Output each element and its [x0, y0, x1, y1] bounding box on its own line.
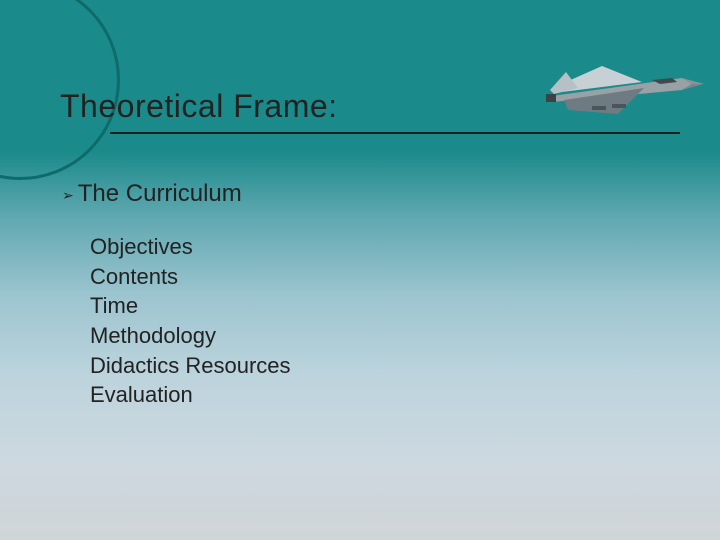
jet-graphic-icon [532, 56, 712, 126]
title-underline [110, 132, 680, 134]
bullet-arrow-icon: ➢ [62, 188, 74, 202]
sublist-item: Objectives [90, 232, 291, 262]
sublist-item: Time [90, 291, 291, 321]
main-bullet-text: The Curriculum [78, 180, 242, 208]
slide-title: Theoretical Frame: [60, 88, 338, 125]
sublist-item: Methodology [90, 321, 291, 351]
sublist-item: Contents [90, 262, 291, 292]
sublist-item: Didactics Resources [90, 351, 291, 381]
main-bullet-row: ➢ The Curriculum [62, 180, 242, 208]
slide-title-wrap: Theoretical Frame: [60, 88, 338, 125]
sublist: Objectives Contents Time Methodology Did… [90, 232, 291, 410]
sublist-item: Evaluation [90, 380, 291, 410]
